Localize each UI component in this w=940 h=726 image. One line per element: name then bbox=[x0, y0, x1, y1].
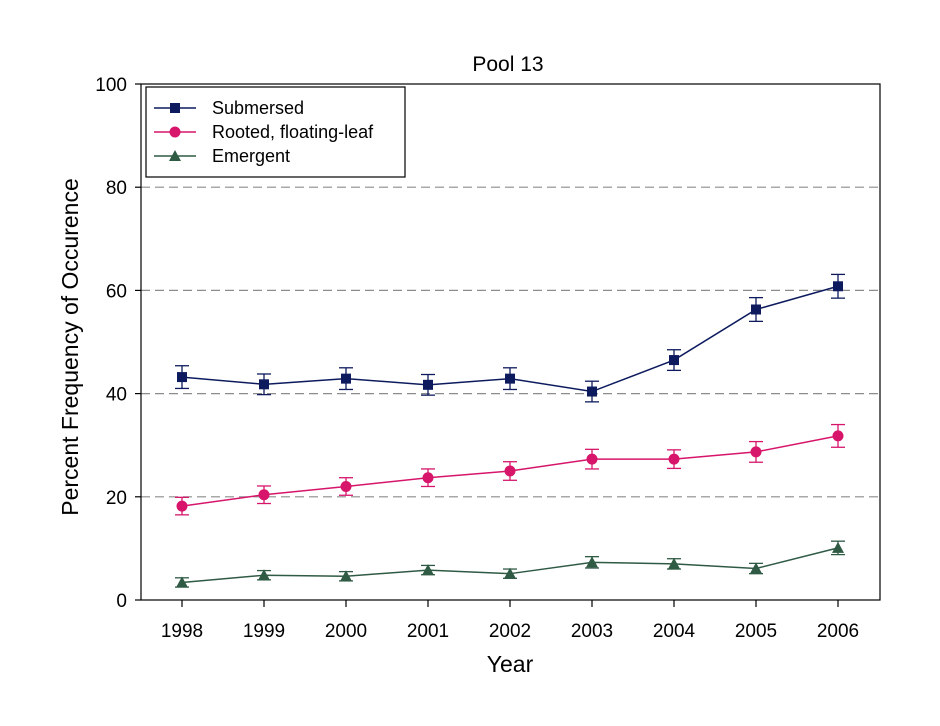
data-point bbox=[587, 386, 597, 397]
data-point bbox=[750, 446, 762, 458]
data-point bbox=[505, 373, 515, 384]
x-tick-label: 2004 bbox=[653, 621, 696, 642]
x-tick-label: 1999 bbox=[243, 621, 285, 642]
data-point bbox=[668, 453, 680, 465]
x-tick-label: 2001 bbox=[407, 621, 449, 642]
legend-label: Rooted, floating-leaf bbox=[212, 122, 374, 142]
data-point bbox=[258, 489, 270, 501]
x-tick-label: 2002 bbox=[489, 621, 531, 642]
legend: Submersed Rooted, floating-leaf Emergent bbox=[145, 86, 406, 178]
data-point bbox=[504, 465, 516, 477]
y-tick-label: 20 bbox=[106, 488, 127, 509]
series-layer bbox=[175, 273, 845, 588]
data-point bbox=[422, 472, 434, 484]
data-point bbox=[258, 569, 270, 581]
data-point bbox=[504, 567, 516, 579]
x-tick-label: 2003 bbox=[571, 621, 613, 642]
y-axis-title: Percent Frequency of Occurence bbox=[57, 178, 83, 516]
legend-label: Submersed bbox=[212, 98, 304, 118]
series bbox=[175, 273, 845, 403]
y-tick-label: 40 bbox=[106, 385, 127, 406]
data-point bbox=[341, 373, 351, 384]
y-tick-label: 0 bbox=[116, 591, 127, 612]
chart-title: Pool 13 bbox=[472, 53, 543, 76]
data-point bbox=[833, 281, 843, 292]
x-tick-label: 2005 bbox=[735, 621, 777, 642]
y-axis: 0 20 40 60 80 100 bbox=[95, 75, 141, 612]
grid bbox=[141, 186, 880, 498]
y-tick-label: 60 bbox=[106, 281, 127, 302]
x-tick-label: 1998 bbox=[161, 621, 203, 642]
x-axis: 1998 1999 2000 2001 2002 2003 2004 2005 2006 bbox=[161, 600, 859, 642]
x-tick-label: 2000 bbox=[325, 621, 367, 642]
data-point bbox=[586, 453, 598, 465]
data-point bbox=[832, 541, 844, 553]
data-point bbox=[176, 576, 188, 588]
x-axis-title: Year bbox=[487, 651, 534, 677]
data-point bbox=[750, 562, 762, 574]
y-tick-label: 80 bbox=[106, 178, 127, 199]
x-tick-label: 2006 bbox=[817, 621, 859, 642]
legend-label: Emergent bbox=[212, 146, 290, 166]
data-point bbox=[669, 355, 679, 366]
legend-marker bbox=[170, 103, 180, 113]
y-tick-label: 100 bbox=[95, 75, 127, 96]
legend-marker bbox=[169, 126, 181, 138]
data-point bbox=[259, 379, 269, 390]
legend-marker bbox=[169, 150, 181, 161]
data-point bbox=[422, 564, 434, 576]
data-point bbox=[751, 304, 761, 315]
data-point bbox=[668, 557, 680, 569]
series bbox=[175, 423, 845, 516]
data-point bbox=[177, 372, 187, 383]
data-point bbox=[832, 430, 844, 442]
data-point bbox=[176, 500, 188, 512]
data-point bbox=[340, 570, 352, 582]
data-point bbox=[423, 379, 433, 390]
series bbox=[175, 540, 845, 588]
data-point bbox=[586, 556, 598, 568]
data-point bbox=[340, 480, 352, 492]
